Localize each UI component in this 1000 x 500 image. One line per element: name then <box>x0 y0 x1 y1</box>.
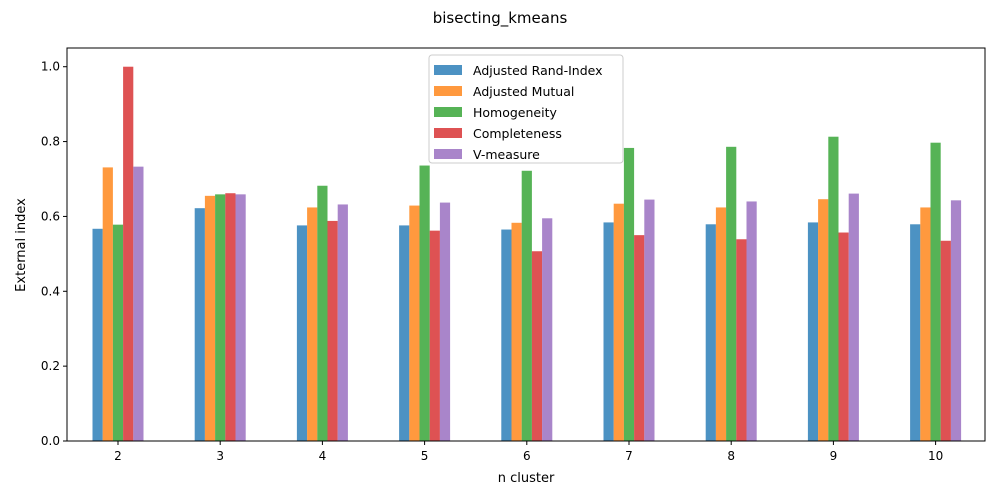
bar-adjusted-rand-index-10 <box>910 224 921 441</box>
bar-adjusted-rand-index-6 <box>501 229 512 441</box>
bar-adjusted-mutual-8 <box>715 207 727 441</box>
bar-adjusted-mutual-6 <box>511 222 522 441</box>
bar-v-measure-7 <box>644 199 655 441</box>
legend-swatch <box>434 128 462 138</box>
x-tick-label: 10 <box>928 449 943 463</box>
bar-v-measure-6 <box>542 218 553 441</box>
legend-label: V-measure <box>473 147 540 162</box>
legend-swatch <box>434 149 462 159</box>
bar-adjusted-rand-index-4 <box>296 225 308 441</box>
bar-v-measure-10 <box>950 200 962 441</box>
bar-adjusted-mutual-4 <box>307 207 318 441</box>
y-tick-label: 0.6 <box>41 209 60 223</box>
bar-adjusted-mutual-10 <box>920 207 931 441</box>
y-tick-label: 0.2 <box>41 359 60 373</box>
legend-swatch <box>434 65 462 75</box>
legend-label: Adjusted Rand-Index <box>473 63 603 78</box>
bar-adjusted-mutual-9 <box>818 199 829 441</box>
x-tick-label: 7 <box>625 449 633 463</box>
bar-homogeneity-4 <box>317 185 328 441</box>
bar-v-measure-9 <box>848 193 859 441</box>
bar-completeness-7 <box>634 235 645 441</box>
legend-label: Homogeneity <box>473 105 557 120</box>
y-axis-label: External index <box>14 198 29 292</box>
bar-completeness-4 <box>327 220 338 441</box>
bar-adjusted-rand-index-5 <box>399 225 410 441</box>
legend-label: Adjusted Mutual <box>473 84 574 99</box>
plot-frame <box>66 47 986 442</box>
bar-v-measure-3 <box>235 194 246 441</box>
bar-homogeneity-8 <box>726 146 737 441</box>
y-tick-label: 0.4 <box>41 284 60 298</box>
bar-homogeneity-5 <box>419 165 430 441</box>
x-axis-label: n cluster <box>498 471 555 486</box>
bar-completeness-10 <box>940 240 951 441</box>
bar-completeness-9 <box>838 232 849 441</box>
bar-adjusted-rand-index-9 <box>807 222 819 441</box>
bar-completeness-8 <box>736 239 747 441</box>
x-tick-label: 2 <box>114 449 122 463</box>
x-tick-label: 5 <box>421 449 429 463</box>
bar-adjusted-rand-index-2 <box>92 228 103 441</box>
legend: Adjusted Rand-Index Adjusted Mutual Homoge… <box>428 54 624 164</box>
bar-adjusted-mutual-3 <box>204 195 216 441</box>
bar-adjusted-rand-index-8 <box>705 224 716 441</box>
bar-v-measure-5 <box>439 202 451 441</box>
bar-adjusted-mutual-5 <box>409 205 420 441</box>
bar-v-measure-4 <box>337 204 348 441</box>
legend-swatch <box>434 86 462 96</box>
legend-swatch <box>434 107 462 117</box>
bar-completeness-6 <box>531 251 543 441</box>
bar-adjusted-rand-index-3 <box>194 208 205 441</box>
x-tick-label: 9 <box>830 449 838 463</box>
bar-v-measure-2 <box>133 166 144 441</box>
x-axis: 2 3 4 5 6 7 8 9 10 <box>114 441 943 463</box>
bar-completeness-3 <box>225 193 236 441</box>
y-axis: 0.0 0.2 0.4 0.6 0.8 1.0 <box>41 60 67 448</box>
bar-homogeneity-9 <box>828 136 839 441</box>
bar-homogeneity-3 <box>215 194 226 441</box>
bar-adjusted-rand-index-7 <box>603 222 614 441</box>
x-tick-label: 8 <box>727 449 735 463</box>
y-tick-label: 0.8 <box>41 135 60 149</box>
bar-completeness-5 <box>429 230 440 441</box>
bar-completeness-2 <box>123 66 134 442</box>
x-tick-label: 4 <box>319 449 327 463</box>
bar-homogeneity-10 <box>930 142 941 441</box>
x-tick-label: 3 <box>216 449 224 463</box>
bar-adjusted-mutual-7 <box>613 203 624 441</box>
bars-group <box>92 66 962 442</box>
bar-adjusted-mutual-2 <box>102 167 113 441</box>
bar-homogeneity-7 <box>623 147 635 441</box>
legend-box <box>428 54 624 164</box>
y-tick-label: 0.0 <box>41 434 60 448</box>
bar-v-measure-8 <box>746 201 757 441</box>
x-tick-label: 6 <box>523 449 531 463</box>
y-tick-label: 1.0 <box>41 60 60 74</box>
chart-title: bisecting_kmeans <box>433 9 568 28</box>
bar-homogeneity-2 <box>112 224 124 441</box>
bar-homogeneity-6 <box>521 170 532 441</box>
legend-label: Completeness <box>473 126 562 141</box>
